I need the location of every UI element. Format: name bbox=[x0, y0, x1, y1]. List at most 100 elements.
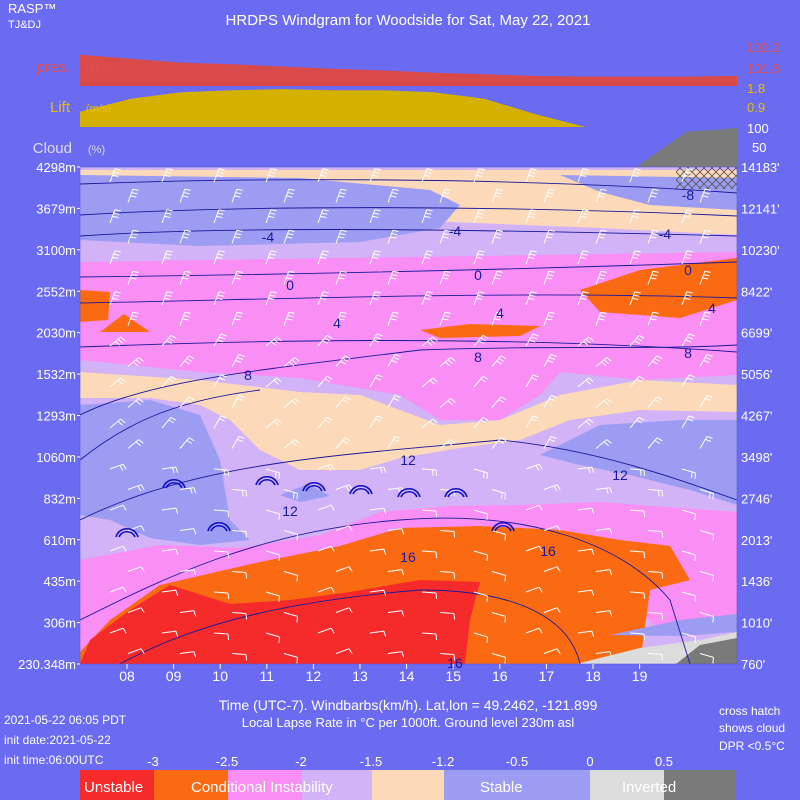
wind-barb bbox=[231, 229, 243, 244]
wind-barb bbox=[647, 355, 663, 367]
wind-barb bbox=[283, 229, 295, 244]
wind-barb bbox=[629, 416, 645, 429]
isotherm-label: 0 bbox=[474, 267, 482, 283]
y-tick-left: 3100m bbox=[36, 243, 76, 258]
wind-barb bbox=[231, 653, 248, 661]
wind-barb bbox=[647, 653, 664, 661]
legend-label-stable: Stable bbox=[480, 779, 523, 796]
wind-barb bbox=[525, 504, 543, 511]
wind-barb bbox=[387, 528, 405, 535]
isotherm-label: 4 bbox=[708, 300, 716, 316]
wind-barb bbox=[265, 468, 280, 479]
wind-barb bbox=[109, 463, 127, 471]
legend-swatch-stable-2 bbox=[518, 770, 590, 800]
legend: -3 -2.5 -2 -1.5 -1.2 -0.5 0 0.5 Unstable… bbox=[80, 754, 736, 800]
wind-barb bbox=[265, 509, 280, 520]
wind-barb bbox=[109, 336, 126, 347]
wind-barb bbox=[577, 168, 589, 183]
wind-barb bbox=[577, 466, 595, 474]
wind-barb bbox=[473, 168, 485, 183]
wind-barb bbox=[647, 311, 659, 326]
wind-barb bbox=[127, 357, 144, 367]
wind-barb bbox=[439, 653, 456, 661]
wind-barb bbox=[699, 530, 714, 541]
conditional-streak bbox=[420, 324, 540, 338]
wind-barb bbox=[543, 311, 555, 326]
cloud-tick-high: 100 bbox=[747, 121, 769, 136]
y-tick-right: 8422' bbox=[741, 284, 772, 299]
wind-barb bbox=[231, 571, 248, 579]
wind-barb bbox=[109, 377, 126, 388]
wind-barb bbox=[491, 270, 503, 285]
wind-barb bbox=[525, 209, 537, 224]
wind-barb bbox=[577, 507, 595, 514]
wind-barb bbox=[265, 418, 282, 429]
wind-barb bbox=[681, 209, 693, 224]
wind-barb bbox=[179, 355, 195, 367]
wind-barb bbox=[127, 311, 139, 326]
wind-barb bbox=[681, 168, 693, 183]
wind-barb bbox=[543, 353, 557, 367]
wind-barb bbox=[265, 632, 280, 643]
legend-swatch-inverted-dark bbox=[664, 770, 736, 800]
wind-barb bbox=[127, 648, 145, 655]
wind-barb bbox=[369, 630, 387, 637]
wind-barb bbox=[595, 651, 613, 658]
wind-barb bbox=[421, 336, 438, 347]
wind-barb bbox=[543, 229, 555, 244]
wind-barb bbox=[127, 439, 144, 449]
hatch-note-3: DPR <0.5°C bbox=[719, 739, 785, 753]
wind-barb bbox=[387, 435, 401, 449]
wind-barb bbox=[127, 484, 145, 492]
wind-barb bbox=[421, 591, 438, 600]
wind-barb bbox=[421, 632, 438, 641]
x-tick-label: 19 bbox=[632, 668, 648, 684]
wind-barb bbox=[317, 209, 329, 224]
y-tick-right: 2013' bbox=[741, 533, 772, 548]
wind-barb bbox=[213, 468, 230, 477]
y-tick-left: 230.348m bbox=[18, 657, 76, 672]
wind-barb bbox=[283, 489, 298, 500]
cloud-unit: (%) bbox=[88, 144, 105, 156]
wind-barb bbox=[699, 270, 711, 285]
lift-tick-high: 1.8 bbox=[747, 81, 765, 96]
wind-barb bbox=[213, 374, 227, 388]
wind-barb bbox=[439, 571, 456, 579]
wind-barb bbox=[647, 530, 664, 538]
legend-label-conditional: Conditional Instability bbox=[191, 779, 333, 796]
y-tick-left: 3679m bbox=[36, 201, 76, 216]
wind-barb bbox=[179, 487, 197, 494]
wind-barb bbox=[525, 545, 543, 552]
wind-barb bbox=[473, 334, 489, 347]
wind-barb bbox=[213, 168, 225, 183]
wind-barb bbox=[387, 188, 399, 203]
wind-barb bbox=[109, 504, 127, 511]
wind-barb bbox=[491, 311, 503, 326]
wind-barb bbox=[629, 632, 646, 641]
thermal-marker bbox=[207, 521, 231, 532]
brand: RASP™ bbox=[8, 1, 56, 16]
wind-barb bbox=[577, 336, 594, 347]
wind-barb bbox=[647, 437, 663, 449]
wind-barb bbox=[699, 229, 711, 244]
wind-barb bbox=[231, 612, 248, 620]
wind-barb bbox=[387, 229, 399, 244]
wind-barb bbox=[317, 168, 329, 183]
legend-value: -1.5 bbox=[360, 754, 382, 769]
wind-barb bbox=[421, 168, 433, 183]
wind-barb bbox=[317, 586, 335, 593]
wind-barb bbox=[439, 270, 451, 285]
wind-barb bbox=[491, 612, 506, 623]
x-tick-label: 14 bbox=[399, 668, 415, 684]
wind-barb bbox=[681, 550, 696, 561]
wind-barb bbox=[335, 525, 353, 532]
wind-barb bbox=[421, 377, 438, 388]
wind-barb bbox=[283, 398, 300, 408]
wind-barb bbox=[525, 463, 543, 471]
wind-barb bbox=[595, 610, 613, 617]
stable-blob-right bbox=[540, 420, 737, 505]
wind-barb bbox=[439, 311, 451, 326]
wind-barb bbox=[283, 653, 298, 664]
wind-barb bbox=[161, 334, 177, 347]
